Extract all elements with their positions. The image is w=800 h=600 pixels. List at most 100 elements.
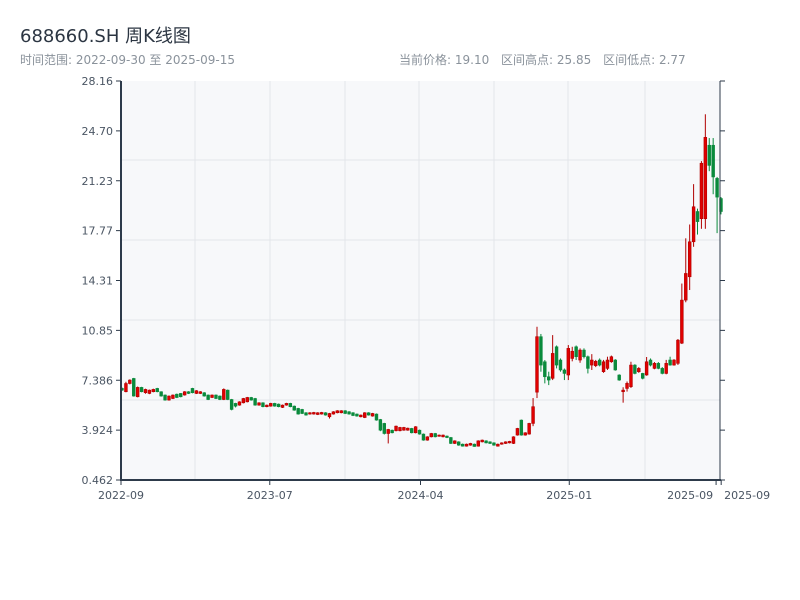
x-tick-label: 2025-01 <box>546 489 592 502</box>
candle-body <box>179 393 183 398</box>
candle-down <box>229 398 234 411</box>
candle-body <box>276 403 281 408</box>
candle-up <box>629 361 633 388</box>
candle-down <box>582 348 586 359</box>
candle-up <box>437 434 441 437</box>
candle-body <box>253 398 257 406</box>
candle-down <box>288 402 293 408</box>
candle-body <box>523 432 527 436</box>
candle-body <box>316 412 320 415</box>
candle-down <box>633 364 637 375</box>
candle-down <box>382 422 387 435</box>
candle-body <box>304 412 308 416</box>
candle-down <box>159 391 163 397</box>
candle-body <box>331 411 336 415</box>
candle-body <box>237 401 242 406</box>
candle-body <box>218 395 222 400</box>
candle-down <box>226 389 230 401</box>
candle-body <box>535 336 539 393</box>
candles <box>120 114 723 447</box>
candle-down <box>648 358 653 367</box>
candle-body <box>128 379 132 384</box>
candle-body <box>456 441 461 446</box>
candle-body <box>222 389 226 400</box>
y-tick-label: 21.23 <box>82 175 114 188</box>
candle-body <box>363 412 367 418</box>
candle-body <box>351 412 355 416</box>
candle-body <box>629 364 633 387</box>
candle-up <box>210 394 214 399</box>
candle-up <box>703 114 708 229</box>
candle-body <box>480 439 484 443</box>
candle-down <box>261 402 265 408</box>
candle-up <box>625 381 629 392</box>
candle-up <box>535 326 539 399</box>
candle-body <box>566 348 571 376</box>
candle-body <box>308 412 312 415</box>
candle-body <box>186 391 191 394</box>
candle-body <box>366 412 371 416</box>
candle-body <box>312 412 316 415</box>
y-tick-label: 28.16 <box>82 75 114 88</box>
candle-down <box>617 374 621 381</box>
candle-down <box>707 138 711 172</box>
candle-down <box>218 395 222 401</box>
candle-up <box>496 443 500 447</box>
candle-up <box>523 432 527 436</box>
candle-down <box>539 333 543 372</box>
candle-body <box>421 433 426 441</box>
candle-body <box>319 412 324 415</box>
candle-body <box>410 428 414 434</box>
candle-down <box>554 345 559 369</box>
candle-down <box>206 394 210 401</box>
candle-body <box>664 363 668 374</box>
candle-down <box>558 358 563 372</box>
candle-up <box>386 428 390 444</box>
candle-body <box>437 434 441 437</box>
candle-body <box>374 413 379 421</box>
candle-body <box>249 397 253 401</box>
candle-up <box>147 389 152 395</box>
candle-up <box>570 346 574 362</box>
candle-down <box>656 362 661 370</box>
candle-down <box>574 345 578 361</box>
candle-up <box>550 335 555 381</box>
candle-down <box>272 402 277 407</box>
candle-down <box>132 377 136 397</box>
candle-body <box>394 425 398 432</box>
candle-down <box>492 442 496 446</box>
candle-down <box>562 368 567 381</box>
candle-body <box>680 299 684 344</box>
candle-body <box>441 434 445 438</box>
candle-body <box>699 162 704 220</box>
candle-up <box>406 427 410 431</box>
candle-body <box>484 440 488 444</box>
candle-up <box>284 402 289 406</box>
candle-up <box>280 404 285 409</box>
candle-up <box>265 404 269 408</box>
candle-body <box>684 273 688 301</box>
candle-body <box>194 390 199 394</box>
candle-body <box>668 359 672 366</box>
candle-up <box>151 388 156 393</box>
candle-down <box>296 407 300 415</box>
candle-body <box>531 406 535 424</box>
candle-up <box>319 411 324 415</box>
candle-up <box>480 439 484 443</box>
candle-body <box>570 350 574 359</box>
x-tick-label: 2024-04 <box>398 489 444 502</box>
candle-body <box>676 339 680 364</box>
candle-up <box>198 391 203 395</box>
candle-up <box>566 345 571 381</box>
candle-body <box>339 410 343 414</box>
candle-body <box>226 389 230 400</box>
candle-up <box>464 443 469 447</box>
y-tick-label: 7.386 <box>82 374 114 387</box>
candle-down <box>484 440 488 444</box>
candle-down <box>347 411 351 415</box>
candle-up <box>699 161 704 229</box>
candle-up <box>601 359 606 373</box>
candle-up <box>680 283 684 345</box>
candle-down <box>417 429 422 435</box>
candle-body <box>132 378 136 397</box>
